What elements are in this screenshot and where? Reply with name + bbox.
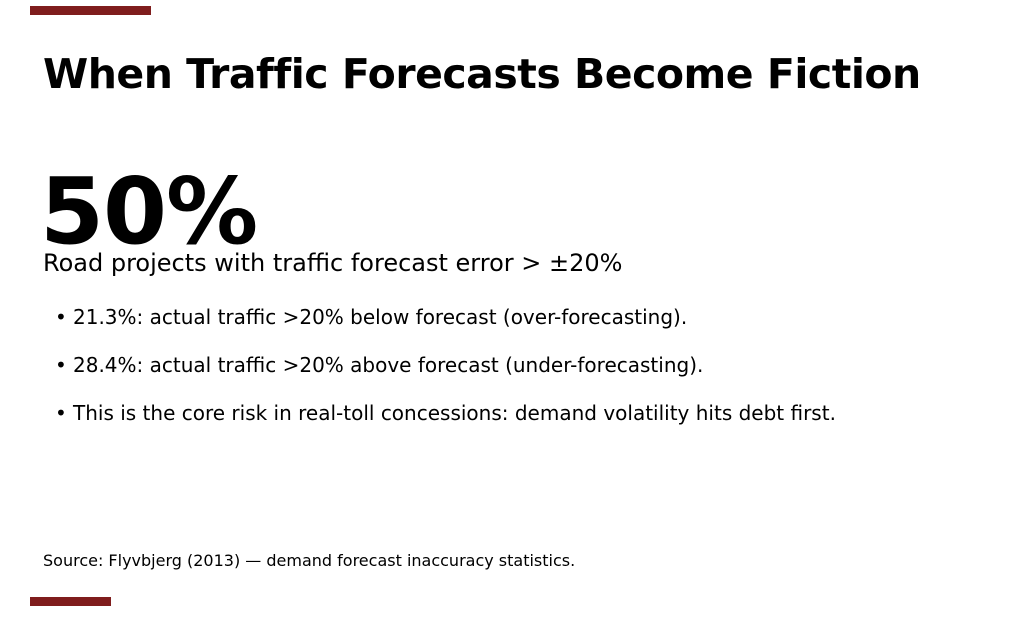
bullet-dot: • <box>55 353 67 377</box>
bullet-text: 21.3%: actual traffic >20% below forecas… <box>73 305 688 329</box>
bullet-dot: • <box>55 401 67 425</box>
top-accent-bar <box>30 6 151 15</box>
bullet-item: • 21.3%: actual traffic >20% below forec… <box>55 306 836 328</box>
slide-title: When Traffic Forecasts Become Fiction <box>43 50 921 98</box>
bullet-item: • This is the core risk in real-toll con… <box>55 402 836 424</box>
stat-caption: Road projects with traffic forecast erro… <box>43 249 623 277</box>
bullet-dot: • <box>55 305 67 329</box>
bullet-item: • 28.4%: actual traffic >20% above forec… <box>55 354 836 376</box>
source-note: Source: Flyvbjerg (2013) — demand foreca… <box>43 551 576 570</box>
bottom-accent-bar <box>30 597 111 606</box>
stat-value: 50% <box>40 158 258 265</box>
bullet-text: 28.4%: actual traffic >20% above forecas… <box>73 353 704 377</box>
bullet-text: This is the core risk in real-toll conce… <box>73 401 836 425</box>
bullet-list: • 21.3%: actual traffic >20% below forec… <box>55 306 836 450</box>
